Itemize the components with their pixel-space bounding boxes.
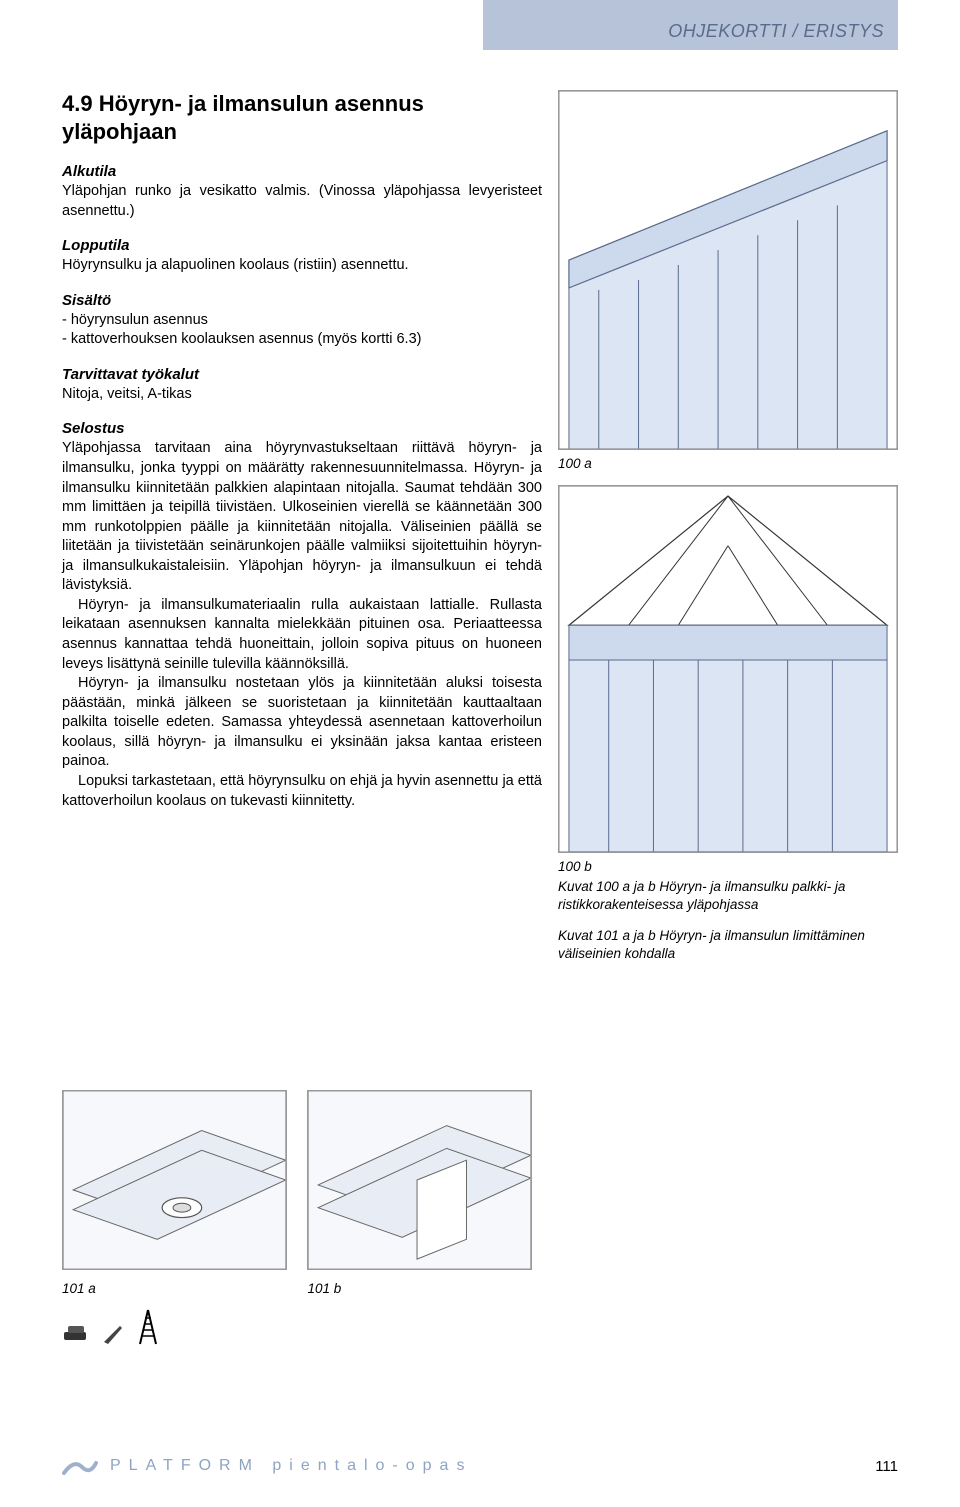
left-column: 4.9 Höyryn- ja ilmansulun asennus yläpoh… bbox=[62, 90, 542, 811]
alkutila-text: Yläpohjan runko ja vesikatto valmis. (Vi… bbox=[62, 182, 542, 221]
figure-101b bbox=[307, 1090, 532, 1270]
figure-100-caption: Kuvat 100 a ja b Höyryn- ja ilmansulku p… bbox=[558, 878, 898, 913]
tool-icons bbox=[62, 1306, 287, 1346]
selostus-p1: Yläpohjassa tarvitaan aina höyrynvastuks… bbox=[62, 439, 542, 596]
footer-left: PLATFORM pientalo-opas bbox=[62, 1453, 472, 1479]
bottom-figure-row: 101 a bbox=[62, 1090, 898, 1346]
selostus-heading: Selostus bbox=[62, 420, 542, 437]
right-column: 100 a 100 b Kuvat 100 a ja b Höyryn- ja … bbox=[558, 90, 898, 962]
figure-101-caption: Kuvat 101 a ja b Höyryn- ja ilmansulun l… bbox=[558, 927, 898, 962]
selostus-p4: Lopuksi tarkastetaan, että höyrynsulku o… bbox=[62, 772, 542, 811]
footer-logo-icon bbox=[62, 1453, 98, 1479]
lopputila-text: Höyrynsulku ja alapuolinen koolaus (rist… bbox=[62, 256, 542, 276]
figure-101b-label: 101 b bbox=[307, 1281, 532, 1296]
page-content: 4.9 Höyryn- ja ilmansulun asennus yläpoh… bbox=[62, 90, 898, 962]
sisalto-item-2: - kattoverhouksen koolauksen asennus (my… bbox=[62, 330, 542, 350]
page-footer: PLATFORM pientalo-opas 111 bbox=[62, 1453, 898, 1479]
figure-100b-label: 100 b bbox=[558, 859, 898, 874]
page-number: 111 bbox=[875, 1458, 898, 1475]
figure-101a-label: 101 a bbox=[62, 1281, 287, 1296]
selostus-p2: Höyryn- ja ilmansulkumateriaalin rulla a… bbox=[62, 596, 542, 674]
knife-icon bbox=[102, 1322, 124, 1346]
sisalto-item-1: - höyrynsulun asennus bbox=[62, 311, 542, 331]
tyokalut-text: Nitoja, veitsi, A-tikas bbox=[62, 385, 542, 405]
sisalto-heading: Sisältö bbox=[62, 292, 542, 309]
tyokalut-heading: Tarvittavat työkalut bbox=[62, 366, 542, 383]
header-category: OHJEKORTTI / ERISTYS bbox=[668, 21, 884, 42]
stapler-icon bbox=[62, 1322, 92, 1346]
figure-101a bbox=[62, 1090, 287, 1270]
footer-brand: PLATFORM pientalo-opas bbox=[110, 1457, 472, 1475]
figure-100b bbox=[558, 485, 898, 853]
figure-101a-wrap: 101 a bbox=[62, 1090, 287, 1346]
figure-100a-label: 100 a bbox=[558, 456, 898, 471]
ladder-icon bbox=[134, 1306, 162, 1346]
lopputila-heading: Lopputila bbox=[62, 237, 542, 254]
page-title: 4.9 Höyryn- ja ilmansulun asennus yläpoh… bbox=[62, 90, 542, 145]
figure-100a bbox=[558, 90, 898, 450]
figure-101b-wrap: 101 b bbox=[307, 1090, 532, 1296]
header-band: OHJEKORTTI / ERISTYS bbox=[483, 0, 898, 50]
selostus-p3: Höyryn- ja ilmansulku nostetaan ylös ja … bbox=[62, 674, 542, 772]
alkutila-heading: Alkutila bbox=[62, 163, 542, 180]
